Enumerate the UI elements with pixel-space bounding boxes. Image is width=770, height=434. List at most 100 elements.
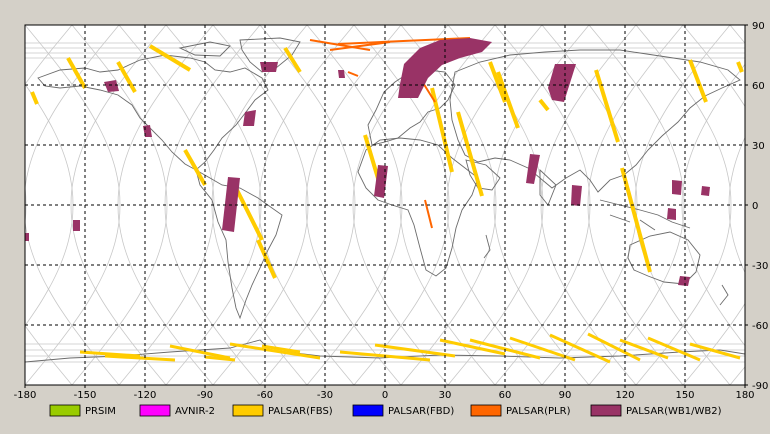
observation-swath bbox=[347, 71, 359, 77]
observation-swath bbox=[594, 69, 620, 143]
observation-swath bbox=[229, 342, 321, 360]
lon-tick-label: 90 bbox=[559, 390, 572, 401]
observation-swath bbox=[30, 91, 39, 105]
lat-tick-label: -30 bbox=[752, 261, 768, 272]
longitude-tick-labels: -180 -150 -120 -90 -60 -30 0 30 60 90 120 150 180 bbox=[14, 385, 755, 401]
orbit-track bbox=[306, 25, 403, 385]
lon-tick-label: -60 bbox=[257, 390, 273, 401]
observation-swath bbox=[183, 149, 207, 186]
observation-swath bbox=[488, 61, 507, 103]
orbit-track bbox=[25, 184, 27, 226]
observation-swath bbox=[261, 344, 301, 354]
legend-swatch bbox=[590, 404, 622, 417]
lat-tick-label: -90 bbox=[752, 381, 768, 392]
lon-tick-label: 30 bbox=[439, 390, 452, 401]
observation-swath bbox=[538, 98, 550, 112]
observation-swath bbox=[509, 336, 576, 362]
legend-label: AVNIR-2 bbox=[175, 406, 215, 417]
observation-swath bbox=[430, 87, 454, 173]
lon-tick-label: -30 bbox=[317, 390, 333, 401]
observation-swath bbox=[620, 167, 652, 273]
observation-swath bbox=[148, 44, 192, 72]
wb-swath bbox=[548, 64, 576, 102]
wb-swath bbox=[73, 220, 80, 231]
observation-swath bbox=[256, 239, 277, 279]
wb-swath bbox=[104, 80, 119, 92]
lat-tick-label: 30 bbox=[752, 141, 765, 152]
legend-label: PALSAR(WB1/WB2) bbox=[626, 406, 722, 417]
graticule bbox=[25, 25, 745, 385]
lon-tick-label: 0 bbox=[382, 390, 388, 401]
legend-item: PRSIM bbox=[49, 404, 116, 417]
wb-swath bbox=[260, 62, 278, 72]
wb-swath bbox=[667, 208, 676, 220]
lon-tick-label: 180 bbox=[735, 390, 754, 401]
latitude-tick-labels: 90 60 30 0 -30 -60 -90 bbox=[745, 21, 768, 392]
legend-item: PALSAR(WB1/WB2) bbox=[590, 404, 722, 417]
lat-tick-label: -60 bbox=[752, 321, 768, 332]
observation-swath bbox=[116, 61, 137, 93]
observation-swath bbox=[619, 338, 669, 360]
observation-swath bbox=[688, 59, 708, 103]
legend-item: PALSAR(FBD) bbox=[352, 404, 454, 417]
lon-tick-label: -120 bbox=[134, 390, 157, 401]
observation-swath bbox=[439, 338, 506, 356]
orbit-track bbox=[682, 25, 745, 385]
wb-swath bbox=[25, 233, 29, 241]
legend-label: PALSAR(FBD) bbox=[388, 406, 454, 417]
orbit-track bbox=[25, 25, 26, 385]
wb-swath bbox=[338, 70, 345, 78]
sensor-legend: PRSIM AVNIR-2 PALSAR(FBS) PALSAR(FBD) PALSAR… bbox=[49, 404, 722, 417]
observation-swath bbox=[647, 336, 701, 362]
lon-tick-label: 120 bbox=[615, 390, 634, 401]
orbit-track bbox=[587, 25, 684, 385]
observation-swaths bbox=[25, 37, 744, 364]
observation-swath bbox=[204, 355, 236, 362]
observation-swath bbox=[424, 199, 433, 229]
observation-swath bbox=[736, 61, 744, 73]
observation-swath bbox=[309, 39, 371, 51]
observation-swath bbox=[337, 37, 471, 45]
lon-tick-label: -150 bbox=[74, 390, 97, 401]
observation-swath bbox=[79, 350, 141, 358]
wb-swath bbox=[398, 38, 492, 98]
observation-swath bbox=[104, 354, 176, 362]
orbit-track bbox=[305, 25, 402, 385]
legend-item: PALSAR(FBS) bbox=[232, 404, 333, 417]
lon-tick-label: 150 bbox=[675, 390, 694, 401]
legend-swatch bbox=[49, 404, 81, 417]
observation-swath bbox=[66, 57, 87, 89]
orbit-track bbox=[70, 25, 167, 385]
observation-swath bbox=[549, 333, 611, 364]
wb-swath bbox=[571, 185, 582, 206]
wb-swath bbox=[672, 180, 682, 195]
orbit-track bbox=[25, 25, 121, 385]
legend-swatch bbox=[352, 404, 384, 417]
observation-swath bbox=[329, 41, 391, 51]
orbit-track bbox=[634, 25, 731, 385]
wb-swath bbox=[243, 110, 256, 126]
observation-swath bbox=[496, 71, 520, 129]
observation-swath bbox=[169, 344, 231, 360]
legend-item: AVNIR-2 bbox=[139, 404, 215, 417]
lat-tick-label: 90 bbox=[752, 21, 765, 32]
wb-swath bbox=[701, 186, 710, 196]
lon-tick-label: 60 bbox=[499, 390, 512, 401]
legend-swatch bbox=[232, 404, 264, 417]
legend-label: PALSAR(FBS) bbox=[268, 406, 333, 417]
wb-swath bbox=[678, 276, 690, 286]
lon-tick-label: -180 bbox=[14, 390, 37, 401]
orbit-track bbox=[71, 25, 168, 385]
legend-label: PALSAR(PLR) bbox=[506, 406, 571, 417]
orbit-track bbox=[588, 25, 685, 385]
observation-swath bbox=[689, 342, 741, 360]
orbit-track bbox=[25, 25, 120, 385]
legend-swatch bbox=[470, 404, 502, 417]
legend-label: PRSIM bbox=[85, 406, 116, 417]
lon-tick-label: -90 bbox=[197, 390, 213, 401]
wb-swath bbox=[526, 154, 540, 184]
lat-tick-label: 0 bbox=[752, 201, 758, 212]
observation-swath bbox=[283, 46, 302, 74]
